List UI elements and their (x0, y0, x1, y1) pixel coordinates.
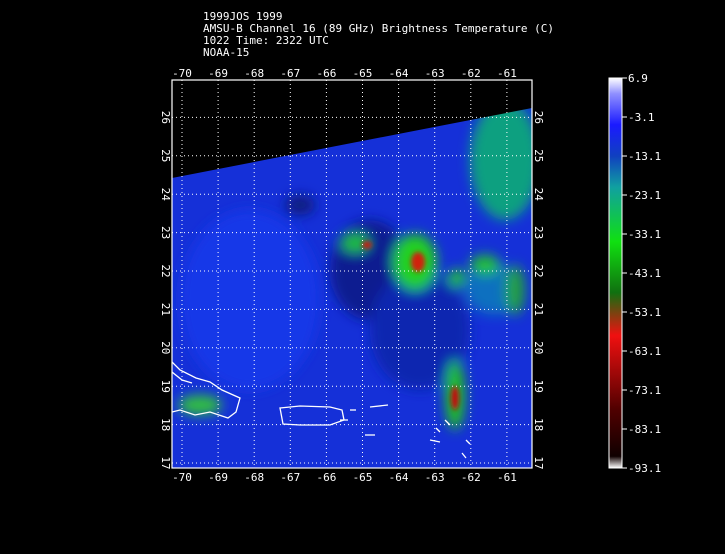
plot-frame (171, 79, 533, 469)
lat-label: 18 (532, 418, 545, 431)
lon-label: -68 (244, 471, 264, 484)
lat-label: 23 (532, 226, 545, 239)
header-line: 1022 Time: 2322 UTC (203, 34, 329, 47)
lon-label: -70 (172, 67, 192, 80)
header-line: NOAA-15 (203, 46, 249, 59)
lat-label: 22 (532, 264, 545, 277)
lon-label: -61 (497, 67, 517, 80)
lat-label: 23 (159, 226, 172, 239)
lat-label: 24 (159, 188, 172, 202)
lon-label: -67 (280, 471, 300, 484)
colorbar-label: -43.1 (628, 267, 661, 280)
header-line: 1999JOS 1999 (203, 10, 282, 23)
colorbar-label: -3.1 (628, 111, 655, 124)
lat-label: 21 (532, 303, 545, 316)
lat-label: 19 (159, 380, 172, 393)
lon-label: -63 (425, 471, 445, 484)
lat-label: 26 (159, 111, 172, 124)
lon-label: -65 (353, 471, 373, 484)
lat-label: 17 (532, 456, 545, 469)
lon-label: -63 (425, 67, 445, 80)
lon-label: -62 (461, 67, 481, 80)
grid: -70 -70 -69 -69 -68 -68 -67 -67 -66 -66 -65 -65 -64 -… (159, 67, 545, 484)
lat-label: 26 (532, 111, 545, 124)
lon-label: -66 (316, 67, 336, 80)
lat-label: 20 (532, 341, 545, 354)
colorbar-label: 6.9 (628, 72, 648, 85)
lon-label: -68 (244, 67, 264, 80)
lon-label: -69 (208, 471, 228, 484)
lon-label: -61 (497, 471, 517, 484)
colorbar-label: -83.1 (628, 423, 661, 436)
colorbar-label: -73.1 (628, 384, 661, 397)
lon-label: -67 (280, 67, 300, 80)
lon-label: -65 (353, 67, 373, 80)
lon-label: -70 (172, 471, 192, 484)
lat-label: 18 (159, 418, 172, 431)
lat-label: 21 (159, 303, 172, 316)
lat-label: 25 (159, 149, 172, 162)
header-line: AMSU-B Channel 16 (89 GHz) Brightness Te… (203, 22, 554, 35)
lat-label: 22 (159, 264, 172, 277)
colorbar-label: -13.1 (628, 150, 661, 163)
lon-label: -64 (389, 67, 409, 80)
colorbar-label: -33.1 (628, 228, 661, 241)
colorbar-label: -53.1 (628, 306, 661, 319)
colorbar-ticks: 6.9 -3.1 -13.1 -23.1 -33.1 -43.1 -53.1 -63.1 -73… (622, 72, 661, 475)
lat-label: 17 (159, 456, 172, 469)
lat-label: 24 (532, 188, 545, 202)
colorbar-label: -63.1 (628, 345, 661, 358)
lat-label: 20 (159, 341, 172, 354)
lon-label: -62 (461, 471, 481, 484)
imagery (172, 80, 532, 468)
lat-label: 19 (532, 380, 545, 393)
lon-label: -69 (208, 67, 228, 80)
coastline (172, 361, 471, 459)
lon-label: -66 (316, 471, 336, 484)
lat-label: 25 (532, 149, 545, 162)
colorbar-label: -23.1 (628, 189, 661, 202)
colorbar-label: -93.1 (628, 462, 661, 475)
colorbar (608, 77, 623, 469)
lon-label: -64 (389, 471, 409, 484)
